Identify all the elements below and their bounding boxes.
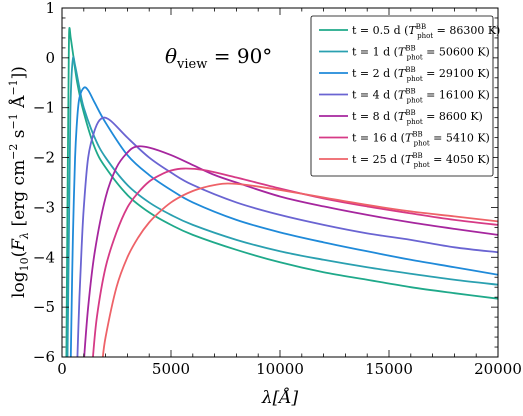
x-tick-label: 0 <box>57 360 67 378</box>
x-tick-label: 5000 <box>152 360 190 378</box>
y-axis-label: log10(Fλ [erg cm−2 s−1 Å−1]) <box>7 66 31 298</box>
x-tick-label: 15000 <box>365 360 413 378</box>
y-tick-label: −5 <box>33 298 55 316</box>
x-tick-label: 10000 <box>256 360 304 378</box>
view-angle-annotation: θview = 90° <box>165 44 272 72</box>
y-tick-label: −6 <box>33 348 55 366</box>
legend: t = 0.5 d (TBBphot = 86300 K)t = 1 d (TB… <box>311 16 500 176</box>
x-axis-label: λ[Å] <box>261 387 299 408</box>
y-tick-label: −1 <box>33 99 55 117</box>
series-line-6 <box>102 184 498 362</box>
y-tick-label: 1 <box>45 0 55 17</box>
y-tick-label: −4 <box>33 248 55 266</box>
y-tick-label: 0 <box>45 49 55 67</box>
x-tick-label: 20000 <box>474 360 522 378</box>
y-tick-label: −3 <box>33 198 55 216</box>
y-tick-label: −2 <box>33 149 55 167</box>
